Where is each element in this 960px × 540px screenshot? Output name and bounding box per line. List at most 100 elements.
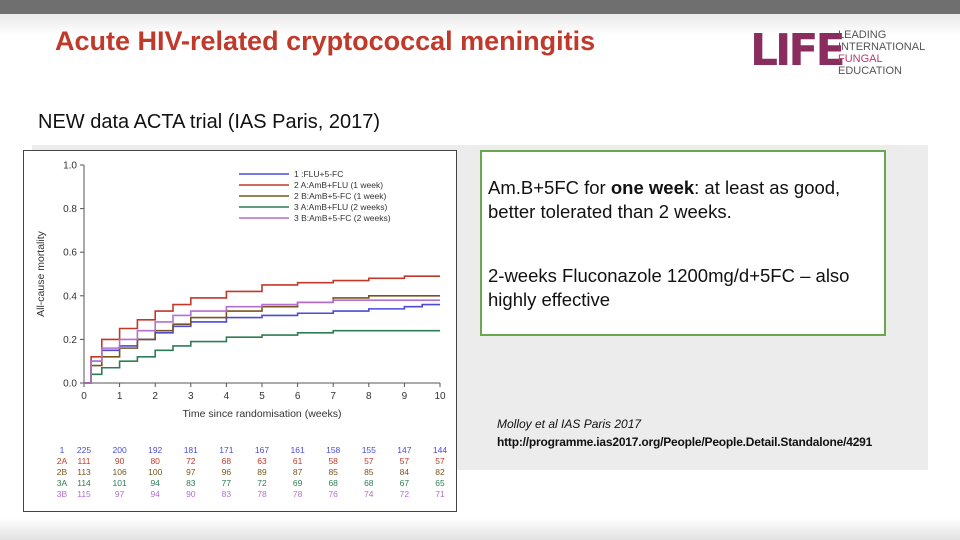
logo-line-3: FUNGAL: [838, 53, 883, 65]
risk-cell: 115: [77, 489, 91, 499]
y-tick-label: 1.0: [63, 161, 77, 172]
risk-cell: 106: [113, 467, 127, 477]
risk-cell: 72: [257, 478, 267, 488]
risk-cell: 71: [435, 489, 445, 499]
risk-cell: 85: [328, 467, 338, 477]
legend-label-5: 3 B:AmB+5-FC (2 weeks): [294, 213, 391, 223]
finding-one: Am.B+5FC for one week: at least as good,…: [488, 177, 841, 222]
risk-cell: 78: [293, 489, 303, 499]
top-brush-stroke: [0, 14, 960, 36]
legend-label-3: 2 B:AmB+5-FC (1 week): [294, 191, 387, 201]
risk-row-label: 2B: [57, 467, 68, 477]
risk-cell: 90: [186, 489, 196, 499]
series-line-4: [84, 329, 440, 384]
finding-two: 2-weeks Fluconazole 1200mg/d+5FC – also …: [488, 265, 850, 310]
series-line-5: [84, 299, 440, 384]
logo-line-1: LEADING: [838, 29, 887, 41]
x-axis-title: Time since randomisation (weeks): [183, 408, 342, 420]
risk-cell: 192: [148, 445, 162, 455]
risk-cell: 85: [364, 467, 374, 477]
risk-cell: 97: [115, 489, 125, 499]
logo-mark: LIFE: [750, 25, 846, 76]
risk-cell: 161: [291, 445, 305, 455]
risk-cell: 74: [364, 489, 374, 499]
risk-row-label: 3A: [57, 478, 68, 488]
risk-cell: 167: [255, 445, 269, 455]
risk-cell: 57: [400, 456, 410, 466]
risk-cell: 147: [397, 445, 411, 455]
x-tick-label: 5: [259, 391, 265, 402]
risk-cell: 63: [257, 456, 267, 466]
x-tick-label: 10: [434, 391, 446, 402]
risk-cell: 94: [150, 489, 160, 499]
risk-cell: 69: [293, 478, 303, 488]
risk-cell: 101: [113, 478, 127, 488]
risk-cell: 87: [293, 467, 303, 477]
risk-cell: 83: [222, 489, 232, 499]
y-tick-label: 0.8: [63, 204, 77, 215]
risk-cell: 57: [364, 456, 374, 466]
risk-cell: 78: [257, 489, 267, 499]
x-tick-label: 4: [224, 391, 230, 402]
risk-cell: 94: [150, 478, 160, 488]
risk-cell: 90: [115, 456, 125, 466]
risk-cell: 155: [362, 445, 376, 455]
risk-cell: 100: [148, 467, 162, 477]
y-axis-title: All-cause mortality: [35, 230, 47, 317]
risk-cell: 68: [364, 478, 374, 488]
risk-cell: 171: [219, 445, 233, 455]
risk-cell: 158: [326, 445, 340, 455]
risk-cell: 65: [435, 478, 445, 488]
risk-cell: 57: [435, 456, 445, 466]
logo-line-2: INTERNATIONAL: [838, 41, 926, 53]
risk-cell: 97: [186, 467, 196, 477]
life-logo: LIFE LEADING INTERNATIONAL FUNGAL EDUCAT…: [750, 28, 940, 80]
y-tick-label: 0.0: [63, 379, 77, 390]
series-line-1: [84, 303, 440, 384]
risk-cell: 96: [222, 467, 232, 477]
risk-cell: 113: [77, 467, 91, 477]
x-tick-label: 7: [330, 391, 336, 402]
risk-cell: 84: [400, 467, 410, 477]
x-tick-label: 8: [366, 391, 372, 402]
reference-url[interactable]: http://programme.ias2017.org/People/Peop…: [497, 435, 873, 449]
x-tick-label: 1: [117, 391, 123, 402]
bottom-brush-stroke: [0, 518, 960, 540]
risk-cell: 89: [257, 467, 267, 477]
risk-cell: 225: [77, 445, 91, 455]
top-bar: [0, 0, 960, 14]
reference: Molloy et al IAS Paris 2017 http://progr…: [497, 415, 872, 451]
risk-cell: 82: [435, 467, 445, 477]
risk-cell: 68: [222, 456, 232, 466]
risk-cell: 181: [184, 445, 198, 455]
risk-row-label: 2A: [57, 456, 68, 466]
risk-cell: 61: [293, 456, 303, 466]
risk-cell: 114: [77, 478, 91, 488]
risk-row-label: 1: [60, 445, 65, 455]
risk-cell: 67: [400, 478, 410, 488]
risk-cell: 68: [328, 478, 338, 488]
logo-text: LEADING INTERNATIONAL FUNGAL EDUCATION: [838, 29, 925, 77]
reference-citation: Molloy et al IAS Paris 2017: [497, 417, 642, 431]
x-tick-label: 3: [188, 391, 194, 402]
risk-cell: 77: [222, 478, 232, 488]
risk-cell: 200: [113, 445, 127, 455]
legend-label-4: 3 A:AmB+FLU (2 weeks): [294, 202, 387, 212]
key-findings-box: Am.B+5FC for one week: at least as good,…: [480, 150, 886, 336]
x-tick-label: 2: [152, 391, 158, 402]
mortality-figure: 0.0 0.2 0.4 0.6 0.8 1.0 0 1 2 3 4 5 6 7 8 9 10 Time since…: [23, 150, 457, 512]
finding-one-emphasis: one week: [610, 177, 695, 198]
risk-cell: 111: [78, 456, 91, 466]
risk-row-label: 3B: [57, 489, 68, 499]
risk-cell: 72: [400, 489, 410, 499]
x-tick-label: 6: [295, 391, 301, 402]
risk-cell: 80: [150, 456, 160, 466]
x-tick-label: 0: [81, 391, 87, 402]
y-tick-label: 0.2: [63, 335, 77, 346]
risk-cell: 83: [186, 478, 196, 488]
risk-cell: 76: [328, 489, 338, 499]
risk-cell: 144: [433, 445, 447, 455]
slide-subtitle: NEW data ACTA trial (IAS Paris, 2017): [38, 111, 380, 133]
logo-line-4: EDUCATION: [838, 65, 902, 77]
